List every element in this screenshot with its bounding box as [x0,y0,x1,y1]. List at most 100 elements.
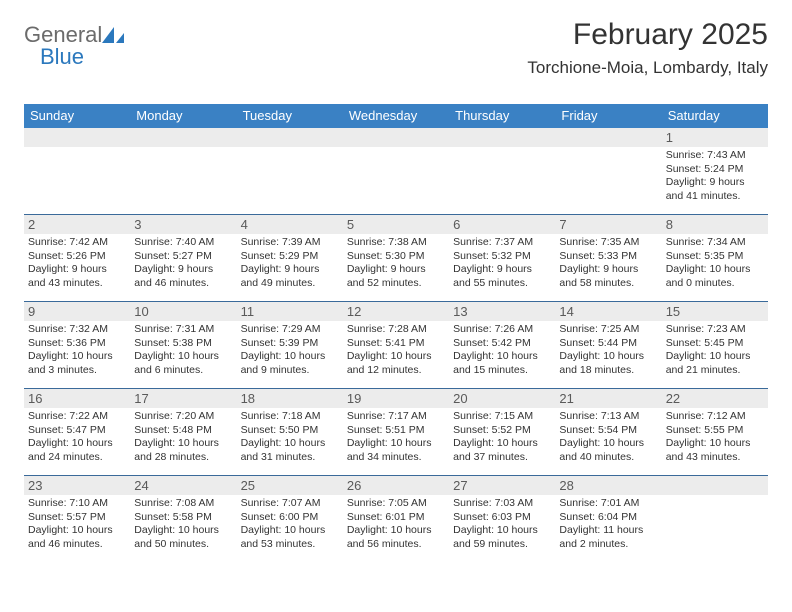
day-cell: 24Sunrise: 7:08 AMSunset: 5:58 PMDayligh… [130,476,236,562]
day-details: Sunrise: 7:10 AMSunset: 5:57 PMDaylight:… [24,495,130,556]
day-number [343,128,449,147]
day-cell [662,476,768,562]
day-cell [449,128,555,214]
day-number: 22 [662,389,768,408]
week-row: 2Sunrise: 7:42 AMSunset: 5:26 PMDaylight… [24,214,768,301]
day-details: Sunrise: 7:12 AMSunset: 5:55 PMDaylight:… [662,408,768,469]
day-cell: 23Sunrise: 7:10 AMSunset: 5:57 PMDayligh… [24,476,130,562]
weekday-header: Thursday [449,104,555,128]
day-details: Sunrise: 7:37 AMSunset: 5:32 PMDaylight:… [449,234,555,295]
daylight-text: Daylight: 10 hours and 21 minutes. [666,350,764,377]
sunset-text: Sunset: 6:03 PM [453,511,551,525]
daylight-text: Daylight: 10 hours and 3 minutes. [28,350,126,377]
sunrise-text: Sunrise: 7:26 AM [453,323,551,337]
day-number: 11 [237,302,343,321]
day-details: Sunrise: 7:39 AMSunset: 5:29 PMDaylight:… [237,234,343,295]
day-details: Sunrise: 7:17 AMSunset: 5:51 PMDaylight:… [343,408,449,469]
day-details: Sunrise: 7:07 AMSunset: 6:00 PMDaylight:… [237,495,343,556]
week-row: 1Sunrise: 7:43 AMSunset: 5:24 PMDaylight… [24,128,768,214]
day-details: Sunrise: 7:29 AMSunset: 5:39 PMDaylight:… [237,321,343,382]
daylight-text: Daylight: 10 hours and 24 minutes. [28,437,126,464]
day-details: Sunrise: 7:03 AMSunset: 6:03 PMDaylight:… [449,495,555,556]
sunset-text: Sunset: 5:33 PM [559,250,657,264]
sunset-text: Sunset: 5:39 PM [241,337,339,351]
sunset-text: Sunset: 5:24 PM [666,163,764,177]
day-cell: 5Sunrise: 7:38 AMSunset: 5:30 PMDaylight… [343,215,449,301]
daylight-text: Daylight: 9 hours and 43 minutes. [28,263,126,290]
sunrise-text: Sunrise: 7:12 AM [666,410,764,424]
sunset-text: Sunset: 5:45 PM [666,337,764,351]
day-details: Sunrise: 7:28 AMSunset: 5:41 PMDaylight:… [343,321,449,382]
daylight-text: Daylight: 9 hours and 55 minutes. [453,263,551,290]
day-cell: 16Sunrise: 7:22 AMSunset: 5:47 PMDayligh… [24,389,130,475]
day-number: 14 [555,302,661,321]
day-details: Sunrise: 7:35 AMSunset: 5:33 PMDaylight:… [555,234,661,295]
day-cell: 21Sunrise: 7:13 AMSunset: 5:54 PMDayligh… [555,389,661,475]
day-cell: 27Sunrise: 7:03 AMSunset: 6:03 PMDayligh… [449,476,555,562]
day-number: 6 [449,215,555,234]
day-details: Sunrise: 7:32 AMSunset: 5:36 PMDaylight:… [24,321,130,382]
sunrise-text: Sunrise: 7:32 AM [28,323,126,337]
day-number: 19 [343,389,449,408]
sunset-text: Sunset: 5:48 PM [134,424,232,438]
sunset-text: Sunset: 5:52 PM [453,424,551,438]
day-cell: 10Sunrise: 7:31 AMSunset: 5:38 PMDayligh… [130,302,236,388]
day-details: Sunrise: 7:08 AMSunset: 5:58 PMDaylight:… [130,495,236,556]
day-details: Sunrise: 7:15 AMSunset: 5:52 PMDaylight:… [449,408,555,469]
day-details: Sunrise: 7:20 AMSunset: 5:48 PMDaylight:… [130,408,236,469]
sunset-text: Sunset: 5:47 PM [28,424,126,438]
sunrise-text: Sunrise: 7:10 AM [28,497,126,511]
sunrise-text: Sunrise: 7:23 AM [666,323,764,337]
daylight-text: Daylight: 10 hours and 15 minutes. [453,350,551,377]
day-cell: 9Sunrise: 7:32 AMSunset: 5:36 PMDaylight… [24,302,130,388]
day-cell: 11Sunrise: 7:29 AMSunset: 5:39 PMDayligh… [237,302,343,388]
day-cell: 25Sunrise: 7:07 AMSunset: 6:00 PMDayligh… [237,476,343,562]
sunset-text: Sunset: 6:00 PM [241,511,339,525]
day-number: 13 [449,302,555,321]
day-cell: 28Sunrise: 7:01 AMSunset: 6:04 PMDayligh… [555,476,661,562]
day-cell [237,128,343,214]
weekday-header: Monday [130,104,236,128]
weekday-header-row: SundayMondayTuesdayWednesdayThursdayFrid… [24,104,768,128]
sunrise-text: Sunrise: 7:01 AM [559,497,657,511]
sunset-text: Sunset: 5:58 PM [134,511,232,525]
day-cell: 7Sunrise: 7:35 AMSunset: 5:33 PMDaylight… [555,215,661,301]
day-number: 25 [237,476,343,495]
day-cell: 17Sunrise: 7:20 AMSunset: 5:48 PMDayligh… [130,389,236,475]
sunrise-text: Sunrise: 7:22 AM [28,410,126,424]
day-cell: 12Sunrise: 7:28 AMSunset: 5:41 PMDayligh… [343,302,449,388]
sunset-text: Sunset: 5:51 PM [347,424,445,438]
day-number [237,128,343,147]
day-number: 24 [130,476,236,495]
sunset-text: Sunset: 5:41 PM [347,337,445,351]
sunrise-text: Sunrise: 7:18 AM [241,410,339,424]
day-number: 15 [662,302,768,321]
day-cell [343,128,449,214]
day-details: Sunrise: 7:25 AMSunset: 5:44 PMDaylight:… [555,321,661,382]
logo-text-blue: Blue [40,44,84,69]
daylight-text: Daylight: 10 hours and 43 minutes. [666,437,764,464]
day-number: 28 [555,476,661,495]
day-cell: 8Sunrise: 7:34 AMSunset: 5:35 PMDaylight… [662,215,768,301]
daylight-text: Daylight: 10 hours and 40 minutes. [559,437,657,464]
sunrise-text: Sunrise: 7:17 AM [347,410,445,424]
sunset-text: Sunset: 6:04 PM [559,511,657,525]
week-row: 16Sunrise: 7:22 AMSunset: 5:47 PMDayligh… [24,388,768,475]
daylight-text: Daylight: 10 hours and 18 minutes. [559,350,657,377]
day-cell: 1Sunrise: 7:43 AMSunset: 5:24 PMDaylight… [662,128,768,214]
sunrise-text: Sunrise: 7:13 AM [559,410,657,424]
logo-sail-icon [102,27,126,45]
day-cell [555,128,661,214]
day-cell: 6Sunrise: 7:37 AMSunset: 5:32 PMDaylight… [449,215,555,301]
weekday-header: Friday [555,104,661,128]
day-cell: 2Sunrise: 7:42 AMSunset: 5:26 PMDaylight… [24,215,130,301]
sunset-text: Sunset: 5:32 PM [453,250,551,264]
daylight-text: Daylight: 10 hours and 46 minutes. [28,524,126,551]
sunset-text: Sunset: 5:54 PM [559,424,657,438]
day-details: Sunrise: 7:23 AMSunset: 5:45 PMDaylight:… [662,321,768,382]
sunrise-text: Sunrise: 7:38 AM [347,236,445,250]
day-number [555,128,661,147]
daylight-text: Daylight: 10 hours and 12 minutes. [347,350,445,377]
day-number: 7 [555,215,661,234]
weekday-header: Wednesday [343,104,449,128]
